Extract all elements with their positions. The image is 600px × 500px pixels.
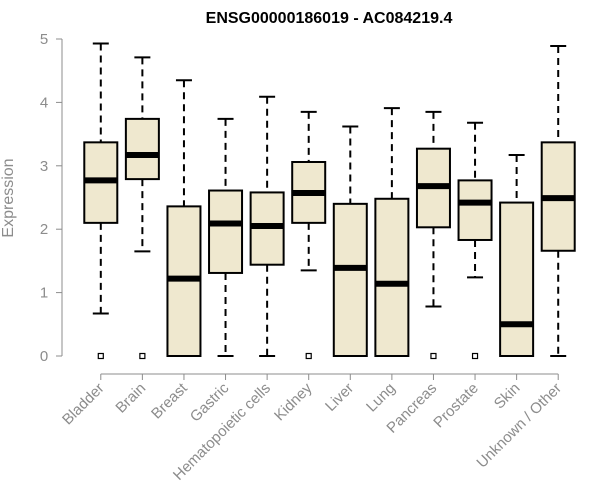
box-prostate: [457, 121, 493, 360]
x-tick-label: Breast: [148, 379, 191, 422]
box-iqr: [208, 189, 244, 274]
x-tick-label: Skin: [491, 380, 524, 413]
box-brain: [124, 56, 160, 360]
box-iqr: [457, 179, 493, 241]
outlier-point: [430, 352, 437, 360]
outlier-point: [471, 352, 479, 360]
box-pancreas: [415, 110, 451, 360]
box-gastric: [208, 117, 244, 357]
box-bladder: [83, 42, 119, 360]
y-axis: 0 1 2 3 4 5: [40, 31, 63, 365]
x-tick-label: Bladder: [59, 380, 108, 429]
box-kidney: [291, 110, 327, 360]
box-iqr: [374, 197, 410, 357]
box-iqr: [499, 201, 535, 357]
x-tick-label: Liver: [322, 380, 357, 415]
x-tick-label: Lung: [363, 380, 399, 416]
box-liver: [332, 125, 368, 357]
box-hematopoietic-cells: [249, 95, 285, 357]
y-axis-label: Expression: [0, 158, 17, 237]
y-tick-label: 1: [40, 285, 48, 302]
y-tick-label: 0: [40, 348, 48, 365]
y-tick-label: 4: [40, 94, 48, 111]
y-tick-label: 2: [40, 221, 48, 238]
box-series: [83, 42, 576, 360]
y-tick-label: 3: [40, 158, 48, 175]
box-iqr: [124, 117, 160, 181]
y-tick-label: 5: [40, 31, 48, 48]
box-skin: [499, 154, 535, 357]
box-unknown-other: [540, 44, 576, 357]
box-lung: [374, 107, 410, 357]
x-tick-label: Kidney: [271, 379, 316, 424]
box-iqr: [332, 202, 368, 357]
outlier-point: [97, 352, 104, 360]
x-tick-label: Prostate: [430, 380, 482, 432]
outlier-point: [139, 352, 146, 360]
x-tick-label: Brain: [112, 380, 149, 417]
chart-title: ENSG00000186019 - AC084219.4: [206, 10, 453, 27]
box-breast: [166, 79, 202, 357]
outlier-point: [305, 352, 312, 360]
